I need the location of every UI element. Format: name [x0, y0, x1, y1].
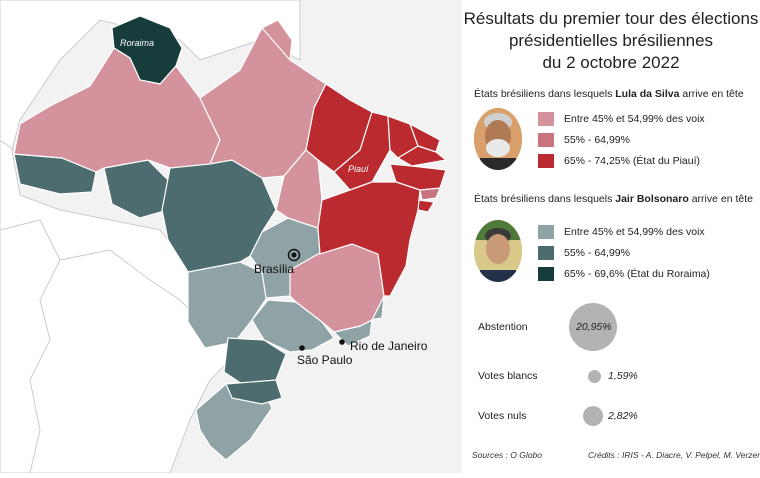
swatch-bolsonaro-1	[538, 225, 554, 239]
capital-marker-dot	[291, 252, 297, 258]
blancs-bubble	[588, 370, 601, 383]
state-label-roraima: Roraima	[120, 38, 154, 48]
title-line-3: du 2 octobre 2022	[542, 53, 680, 72]
abstention-label: Abstention	[478, 321, 528, 333]
lula-face-icon	[474, 108, 522, 170]
footer-credits: Crédits : IRIS - A. Diacre, V. Pelpel, M…	[588, 450, 760, 460]
nuls-value: 2,82%	[608, 410, 638, 422]
abstention-value: 20,95%	[576, 321, 612, 333]
state-sao-paulo	[251, 299, 335, 353]
footer-sources: Sources : O Globo	[472, 450, 542, 460]
blancs-label: Votes blancs	[478, 370, 538, 382]
state-rondonia	[103, 159, 171, 219]
title-line-2: présidentielles brésiliennes	[508, 31, 714, 50]
city-label-sao-paulo: São Paulo	[297, 353, 353, 367]
legend-lula-3-label: 65% - 74,25% (État du Piauí)	[564, 155, 700, 167]
map-svg: Roraima Piauí Brasília São Paulo Rio de …	[0, 0, 448, 474]
swatch-bolsonaro-3	[538, 267, 554, 281]
city-label-brasilia: Brasília	[254, 262, 294, 276]
legend-lula-1-label: Entre 45% et 54,99% des voix	[564, 113, 705, 125]
city-marker-rio-icon	[339, 339, 345, 345]
abstention-bubble	[569, 303, 617, 351]
brazil-map: Roraima Piauí Brasília São Paulo Rio de …	[0, 0, 462, 474]
legend-bolsonaro-1-label: Entre 45% et 54,99% des voix	[564, 226, 705, 238]
state-sergipe	[417, 199, 435, 213]
capital-marker-icon	[287, 248, 301, 262]
state-paraiba	[396, 145, 448, 167]
legend-bolsonaro-3-label: 65% - 69,6% (État du Roraima)	[564, 268, 710, 280]
neighbor-land	[0, 0, 301, 474]
bolsonaro-heading: États brésiliens dans lesquels Jair Bols…	[474, 193, 753, 205]
bolsonaro-face-icon	[474, 220, 522, 282]
city-marker-sao-paulo-icon	[299, 345, 305, 351]
nuls-label: Votes nuls	[478, 410, 527, 422]
state-amapa	[261, 19, 293, 62]
state-bahia	[317, 181, 421, 297]
neighbor-border	[0, 139, 201, 474]
swatch-lula-1	[538, 112, 554, 126]
bolsonaro-portrait	[474, 220, 522, 282]
swatch-bolsonaro-2	[538, 246, 554, 260]
legend-panel: Résultats du premier tour des élections …	[462, 0, 760, 473]
nuls-bubble	[583, 406, 603, 426]
lula-heading: États brésiliens dans lesquels Lula da S…	[474, 88, 744, 100]
title-line-1: Résultats du premier tour des élections	[463, 9, 759, 28]
blancs-value: 1,59%	[608, 370, 638, 382]
state-santa-catarina	[225, 379, 283, 405]
swatch-lula-3	[538, 154, 554, 168]
state-label-piaui: Piauí	[348, 164, 370, 174]
swatch-lula-2	[538, 133, 554, 147]
legend-lula-2-label: 55% - 64,99%	[564, 134, 630, 146]
lula-portrait	[474, 108, 522, 170]
city-label-rio: Rio de Janeiro	[350, 339, 428, 353]
legend-bolsonaro-2-label: 55% - 64,99%	[564, 247, 630, 259]
